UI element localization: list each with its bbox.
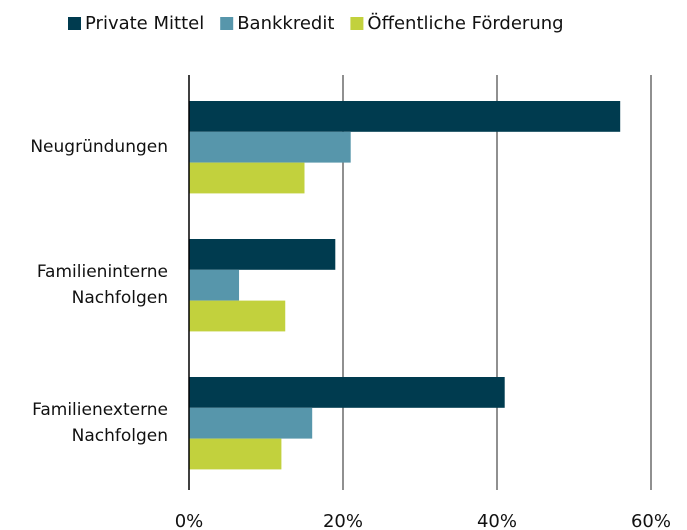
legend-swatch	[350, 17, 364, 30]
bar	[189, 162, 305, 194]
x-tick-label: 40%	[477, 511, 517, 530]
x-tick-label: 20%	[323, 511, 363, 530]
bar	[189, 101, 621, 132]
bar	[189, 300, 286, 332]
legend-label: Öffentliche Förderung	[367, 12, 563, 34]
x-tick-label: 0%	[175, 511, 204, 530]
bar	[189, 239, 336, 270]
bar	[189, 377, 505, 408]
legend-swatch	[220, 17, 234, 30]
legend-swatch	[68, 17, 81, 30]
bar	[189, 269, 240, 301]
bar	[189, 438, 282, 470]
bar	[189, 131, 351, 163]
bar	[189, 407, 313, 439]
category-label: Familienexterne Nachfolgen	[32, 400, 168, 447]
category-label: Familieninterne Nachfolgen	[36, 262, 168, 309]
category-label: Neugründungen	[30, 137, 168, 158]
legend-label: Private Mittel	[85, 13, 204, 34]
legend-label: Bankkredit	[237, 13, 334, 34]
x-tick-label: 60%	[631, 511, 671, 530]
